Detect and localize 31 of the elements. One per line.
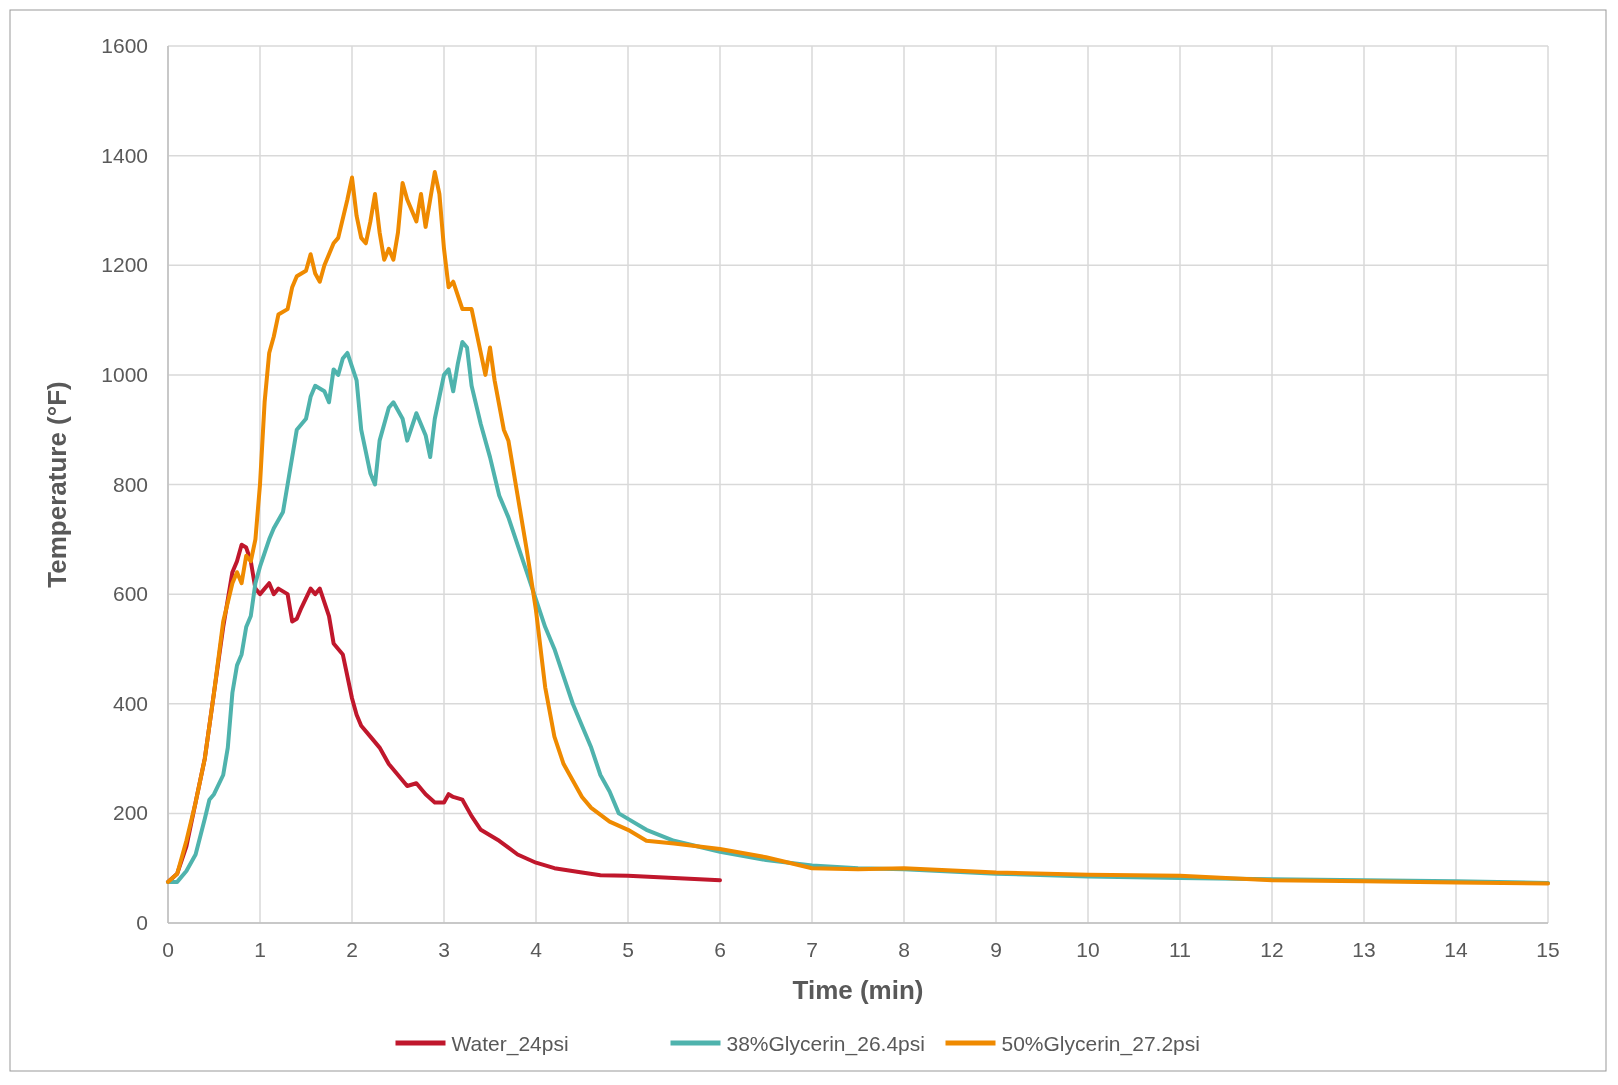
x-axis-title: Time (min) <box>792 975 924 1005</box>
y-tick-label: 1200 <box>101 253 148 277</box>
legend-label: 50%Glycerin_27.2psi <box>1001 1032 1200 1056</box>
y-axis-title: Temperature (°F) <box>42 381 72 588</box>
x-tick-label: 11 <box>1169 938 1191 961</box>
y-tick-label: 600 <box>112 582 148 606</box>
x-tick-label: 4 <box>530 938 543 961</box>
x-tick-label: 3 <box>438 938 450 961</box>
y-tick-label: 0 <box>136 911 148 934</box>
y-tick-label: 1400 <box>101 143 148 167</box>
x-tick-label: 15 <box>1536 938 1560 961</box>
x-tick-label: 8 <box>898 938 910 961</box>
x-tick-label: 7 <box>806 938 818 961</box>
x-tick-label: 10 <box>1076 938 1100 961</box>
legend-label: Water_24psi <box>451 1032 569 1056</box>
y-tick-label: 1000 <box>101 362 148 386</box>
x-tick-label: 13 <box>1352 938 1376 961</box>
y-tick-label: 1600 <box>101 34 148 57</box>
legend-label: 38%Glycerin_26.4psi <box>726 1032 925 1056</box>
x-tick-label: 0 <box>162 938 174 961</box>
x-tick-label: 1 <box>254 938 266 961</box>
x-tick-label: 2 <box>346 938 358 961</box>
y-tick-label: 200 <box>112 801 148 825</box>
x-tick-label: 14 <box>1444 938 1468 961</box>
x-tick-label: 6 <box>714 938 726 961</box>
y-tick-label: 800 <box>112 472 148 496</box>
x-tick-label: 9 <box>990 938 1002 961</box>
x-tick-label: 5 <box>622 938 634 961</box>
x-tick-label: 12 <box>1260 938 1284 961</box>
line-series <box>166 170 1550 886</box>
y-tick-label: 400 <box>112 691 148 715</box>
